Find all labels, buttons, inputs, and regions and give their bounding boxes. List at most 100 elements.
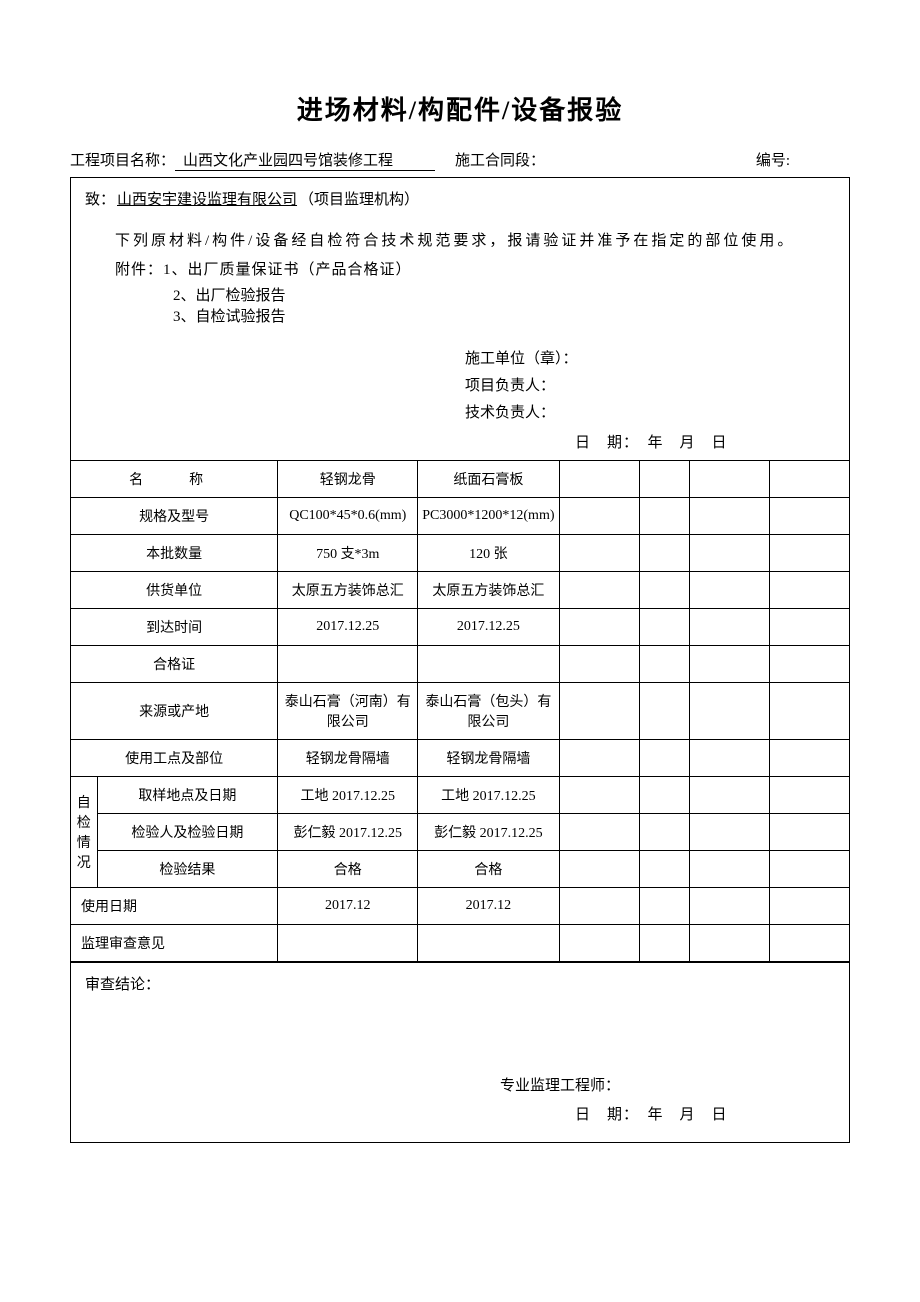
empty-cell [639,535,689,572]
col1-qty: 750 支*3m [278,535,418,572]
col1-usage-date: 2017.12 [278,888,418,925]
col1-arrival: 2017.12.25 [278,609,418,646]
col1-location: 轻钢龙骨隔墙 [278,740,418,777]
empty-cell [559,646,639,683]
final-date: 日 期： 年 月 日 [85,1103,835,1124]
to-prefix: 致： [85,192,115,208]
empty-cell [559,814,639,851]
attach-2: 2、出厂检验报告 [85,284,835,305]
conclusion-section: 审查结论： 专业监理工程师： 日 期： 年 月 日 [70,963,850,1143]
empty-cell [689,461,769,498]
col2-usage-date: 2017.12 [418,888,559,925]
sig-tech: 技术负责人： [465,400,835,427]
empty-cell [418,925,559,962]
empty-cell [639,646,689,683]
empty-cell [769,777,849,814]
signature-block: 施工单位（章）： 项目负责人： 技术负责人： [85,346,835,427]
empty-cell [639,572,689,609]
col2-supplier: 太原五方装饰总汇 [418,572,559,609]
top-section: 致：山西安宇建设监理有限公司（项目监理机构） 下列原材料/构件/设备经自检符合技… [71,178,849,461]
empty-cell [559,851,639,888]
arrival-label: 到达时间 [71,609,278,646]
supervisor-label: 监理审查意见 [71,925,278,962]
empty-cell [639,925,689,962]
data-table: 名 称 轻钢龙骨 纸面石膏板 规格及型号 QC100*45*0.6(mm) PC… [71,461,849,962]
empty-cell [689,777,769,814]
page-title: 进场材料/构配件/设备报验 [70,90,850,127]
empty-cell [559,777,639,814]
body-text: 下列原材料/构件/设备经自检符合技术规范要求，报请验证并准予在指定的部位使用。 [85,227,835,256]
empty-cell [639,498,689,535]
col2-spec: PC3000*1200*12(mm) [418,498,559,535]
empty-cell [559,609,639,646]
empty-cell [639,777,689,814]
sig-pm: 项目负责人： [465,373,835,400]
inspector-label: 检验人及检验日期 [97,814,278,851]
table-row: 本批数量 750 支*3m 120 张 [71,535,849,572]
to-company: 山西安宇建设监理有限公司 [115,192,299,208]
empty-cell [559,888,639,925]
table-row: 来源或产地 泰山石膏（河南）有限公司 泰山石膏（包头）有限公司 [71,683,849,740]
empty-cell [769,814,849,851]
empty-cell [639,683,689,740]
empty-cell [689,851,769,888]
empty-cell [639,461,689,498]
empty-cell [278,925,418,962]
table-row: 自检情况 取样地点及日期 工地 2017.12.25 工地 2017.12.25 [71,777,849,814]
conclusion-label: 审查结论： [85,973,835,994]
table-row: 监理审查意见 [71,925,849,962]
col2-result: 合格 [418,851,559,888]
col2-inspector: 彭仁毅 2017.12.25 [418,814,559,851]
attach-3: 3、自检试验报告 [85,305,835,326]
empty-cell [689,925,769,962]
table-row: 合格证 [71,646,849,683]
empty-cell [689,740,769,777]
contract-label: 施工合同段： [455,149,545,171]
sample-label: 取样地点及日期 [97,777,278,814]
col1-supplier: 太原五方装饰总汇 [278,572,418,609]
form-container: 致：山西安宇建设监理有限公司（项目监理机构） 下列原材料/构件/设备经自检符合技… [70,177,850,963]
table-row: 检验人及检验日期 彭仁毅 2017.12.25 彭仁毅 2017.12.25 [71,814,849,851]
col2-sample: 工地 2017.12.25 [418,777,559,814]
attachments: 附件：1、出厂质量保证书（产品合格证） [85,256,835,285]
empty-cell [689,609,769,646]
col1-result: 合格 [278,851,418,888]
empty-cell [769,609,849,646]
header-row: 工程项目名称： 山西文化产业园四号馆装修工程 施工合同段： 编号: [70,149,850,171]
table-row: 使用工点及部位 轻钢龙骨隔墙 轻钢龙骨隔墙 [71,740,849,777]
empty-cell [689,888,769,925]
col1-cert [278,646,418,683]
empty-cell [639,814,689,851]
empty-cell [559,498,639,535]
usage-date-label: 使用日期 [71,888,278,925]
empty-cell [689,572,769,609]
empty-cell [769,851,849,888]
empty-cell [689,683,769,740]
sig-unit: 施工单位（章）： [465,346,835,373]
attach-1: 1、出厂质量保证书（产品合格证） [163,262,412,278]
empty-cell [689,535,769,572]
table-row: 检验结果 合格 合格 [71,851,849,888]
empty-cell [689,498,769,535]
col1-origin: 泰山石膏（河南）有限公司 [278,683,418,740]
empty-cell [769,572,849,609]
supplier-label: 供货单位 [71,572,278,609]
project-name: 山西文化产业园四号馆装修工程 [175,149,435,171]
empty-cell [639,609,689,646]
empty-cell [769,683,849,740]
empty-cell [769,888,849,925]
empty-cell [559,683,639,740]
col2-location: 轻钢龙骨隔墙 [418,740,559,777]
number-label: 编号: [756,149,790,171]
self-check-label: 自检情况 [71,777,97,888]
table-row: 到达时间 2017.12.25 2017.12.25 [71,609,849,646]
empty-cell [559,925,639,962]
date-line: 日 期： 年 月 日 [85,431,835,452]
col2-arrival: 2017.12.25 [418,609,559,646]
project-label: 工程项目名称： [70,149,175,171]
empty-cell [769,925,849,962]
empty-cell [639,740,689,777]
empty-cell [559,535,639,572]
table-row: 供货单位 太原五方装饰总汇 太原五方装饰总汇 [71,572,849,609]
to-line: 致：山西安宇建设监理有限公司（项目监理机构） [85,188,835,209]
